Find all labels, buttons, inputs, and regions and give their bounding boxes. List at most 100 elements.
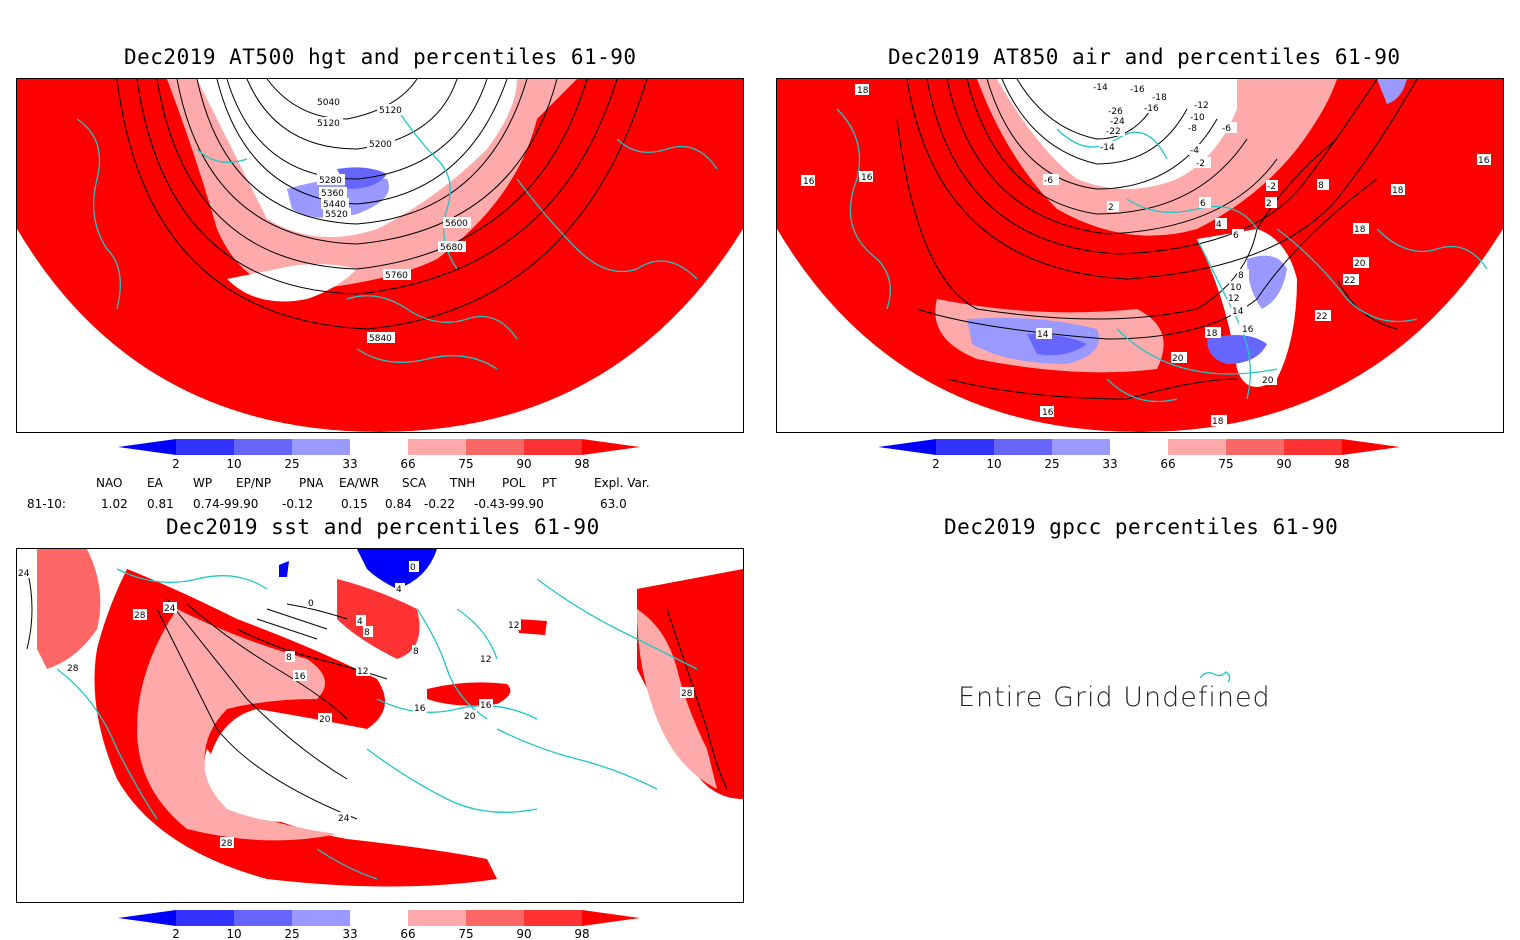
index-val-eawr: 0.15 <box>341 497 368 511</box>
sst-cbar-tick-5: 75 <box>458 927 473 940</box>
index-val-pol-pt: -0.43-99.90 <box>474 497 544 511</box>
air-label-36: 20 <box>1172 354 1184 364</box>
sst-cbar-seg-2 <box>234 910 292 926</box>
air-map-panel: 18 16 16 16 -14 -16 -18 -16 -26 -24 -22 … <box>776 78 1504 433</box>
air-cbar-seg-4 <box>1110 439 1168 455</box>
sst-red-med <box>427 682 511 706</box>
air-cbar-tick-1: 10 <box>986 457 1001 469</box>
air-blue-region-1b <box>1027 334 1087 356</box>
index-header-pna: PNA <box>299 476 324 490</box>
sst-label-4: 0 <box>308 599 314 609</box>
sst-cbar-seg-1 <box>176 910 234 926</box>
index-header-tnh: TNH <box>450 476 476 490</box>
air-label-37: 20 <box>1262 376 1274 386</box>
hgt-map-panel: 5040 5120 5120 5200 5280 5360 5440 5520 … <box>16 78 744 433</box>
sst-label-7: 4 <box>357 617 363 627</box>
air-label-33: 14 <box>1037 330 1049 340</box>
air-cbar-seg-7 <box>1284 439 1342 455</box>
air-label-39: 16 <box>1478 156 1490 166</box>
index-val-pna: -0.12 <box>282 497 314 511</box>
air-label-24: 10 <box>1230 283 1242 293</box>
hgt-cbar-tick-1: 10 <box>226 457 241 469</box>
sst-label-0: 24 <box>18 569 30 579</box>
sst-contour-labels: 24 28 28 24 0 4 0 4 8 12 16 20 24 28 28 … <box>17 561 694 849</box>
air-cbar-tick-3: 33 <box>1102 457 1117 469</box>
index-val-ea: 0.81 <box>147 497 174 511</box>
air-label-32: 22 <box>1316 312 1327 322</box>
air-colorbar: 2 10 25 33 66 75 90 98 <box>878 439 1400 469</box>
sst-cbar-seg-7 <box>524 910 582 926</box>
sst-label-16: 12 <box>508 621 519 631</box>
air-blue-region-2 <box>1207 335 1267 364</box>
hgt-label-5760: 5760 <box>385 271 408 281</box>
sst-cbar-seg-6 <box>466 910 524 926</box>
hgt-label-5600: 5600 <box>445 219 468 229</box>
sst-pink-right <box>637 609 717 789</box>
sst-cbar-tick-1: 10 <box>226 927 241 940</box>
sst-cbar-seg-5 <box>408 910 466 926</box>
air-cbar-tick-2: 25 <box>1044 457 1059 469</box>
air-label-42: -14 <box>1100 143 1115 153</box>
air-label-6: -18 <box>1152 93 1167 103</box>
air-label-5: -16 <box>1130 85 1145 95</box>
air-contour-labels: 18 16 16 16 -14 -16 -18 -16 -26 -24 -22 … <box>801 81 1491 427</box>
sst-pink-main <box>137 609 337 841</box>
air-cbar-tick-7: 98 <box>1334 457 1349 469</box>
sst-cbar-tick-7: 98 <box>574 927 589 940</box>
index-val-explvar: 63.0 <box>600 497 627 511</box>
air-label-15: -4 <box>1190 146 1199 156</box>
hgt-cbar-arrow-right <box>582 439 640 455</box>
index-header-explvar: Expl. Var. <box>594 476 650 490</box>
air-cbar-seg-3 <box>1052 439 1110 455</box>
air-label-25: 12 <box>1228 294 1239 304</box>
air-blue-top <box>1377 79 1407 104</box>
hgt-cbar-tick-5: 75 <box>458 457 473 469</box>
sst-label-13: 28 <box>221 839 233 849</box>
air-label-2: 16 <box>861 173 873 183</box>
air-label-9: -24 <box>1110 117 1125 127</box>
air-label-20: 6 <box>1200 199 1206 209</box>
air-cbar-seg-5 <box>1168 439 1226 455</box>
hgt-cbar-tick-4: 66 <box>400 457 415 469</box>
hgt-cbar-arrow-left <box>118 439 176 455</box>
sst-cbar-seg-3 <box>292 910 350 926</box>
hgt-cbar-seg-6 <box>466 439 524 455</box>
sst-label-20: 12 <box>480 655 491 665</box>
hgt-label-5840: 5840 <box>369 334 392 344</box>
hgt-cbar-seg-1 <box>176 439 234 455</box>
air-label-17: -6 <box>1044 176 1053 186</box>
air-label-1: 16 <box>803 177 815 187</box>
sst-red-right <box>637 569 743 799</box>
index-header-pt: PT <box>542 476 557 490</box>
sst-title: Dec2019 sst and percentiles 61-90 <box>166 515 600 539</box>
hgt-label-5520: 5520 <box>325 210 348 220</box>
sst-label-3: 24 <box>164 604 176 614</box>
hgt-label-5440: 5440 <box>323 200 346 210</box>
sst-map: 24 28 28 24 0 4 0 4 8 12 16 20 24 28 28 … <box>17 549 743 887</box>
air-label-34: 16 <box>1242 325 1254 335</box>
air-label-31: 22 <box>1344 276 1355 286</box>
sst-label-10: 16 <box>294 672 306 682</box>
air-cbar-arrow-left <box>878 439 936 455</box>
air-cbar-tick-6: 90 <box>1276 457 1291 469</box>
index-header-nao: NAO <box>96 476 123 490</box>
air-title: Dec2019 AT850 air and percentiles 61-90 <box>888 45 1401 69</box>
air-cbar-tick-4: 66 <box>1160 457 1175 469</box>
air-cbar-tick-0: 2 <box>932 457 940 469</box>
sst-label-15: 8 <box>286 653 292 663</box>
sst-label-11: 20 <box>319 715 331 725</box>
sst-label-6: 0 <box>410 563 416 573</box>
air-label-26: 14 <box>1232 307 1244 317</box>
hgt-label-5280: 5280 <box>319 176 342 186</box>
sst-red-black-sea <box>517 619 547 635</box>
hgt-cbar-tick-0: 2 <box>172 457 180 469</box>
air-label-19: 2 <box>1108 203 1114 213</box>
sst-label-9: 12 <box>357 667 368 677</box>
air-label-4: -14 <box>1093 83 1108 93</box>
sst-cbar-tick-2: 25 <box>284 927 299 940</box>
sst-label-18: 20 <box>464 712 476 722</box>
hgt-cbar-seg-5 <box>408 439 466 455</box>
sst-cbar-arrow-left <box>118 910 176 926</box>
index-header-ea: EA <box>147 476 163 490</box>
air-label-28: 18 <box>1206 329 1218 339</box>
